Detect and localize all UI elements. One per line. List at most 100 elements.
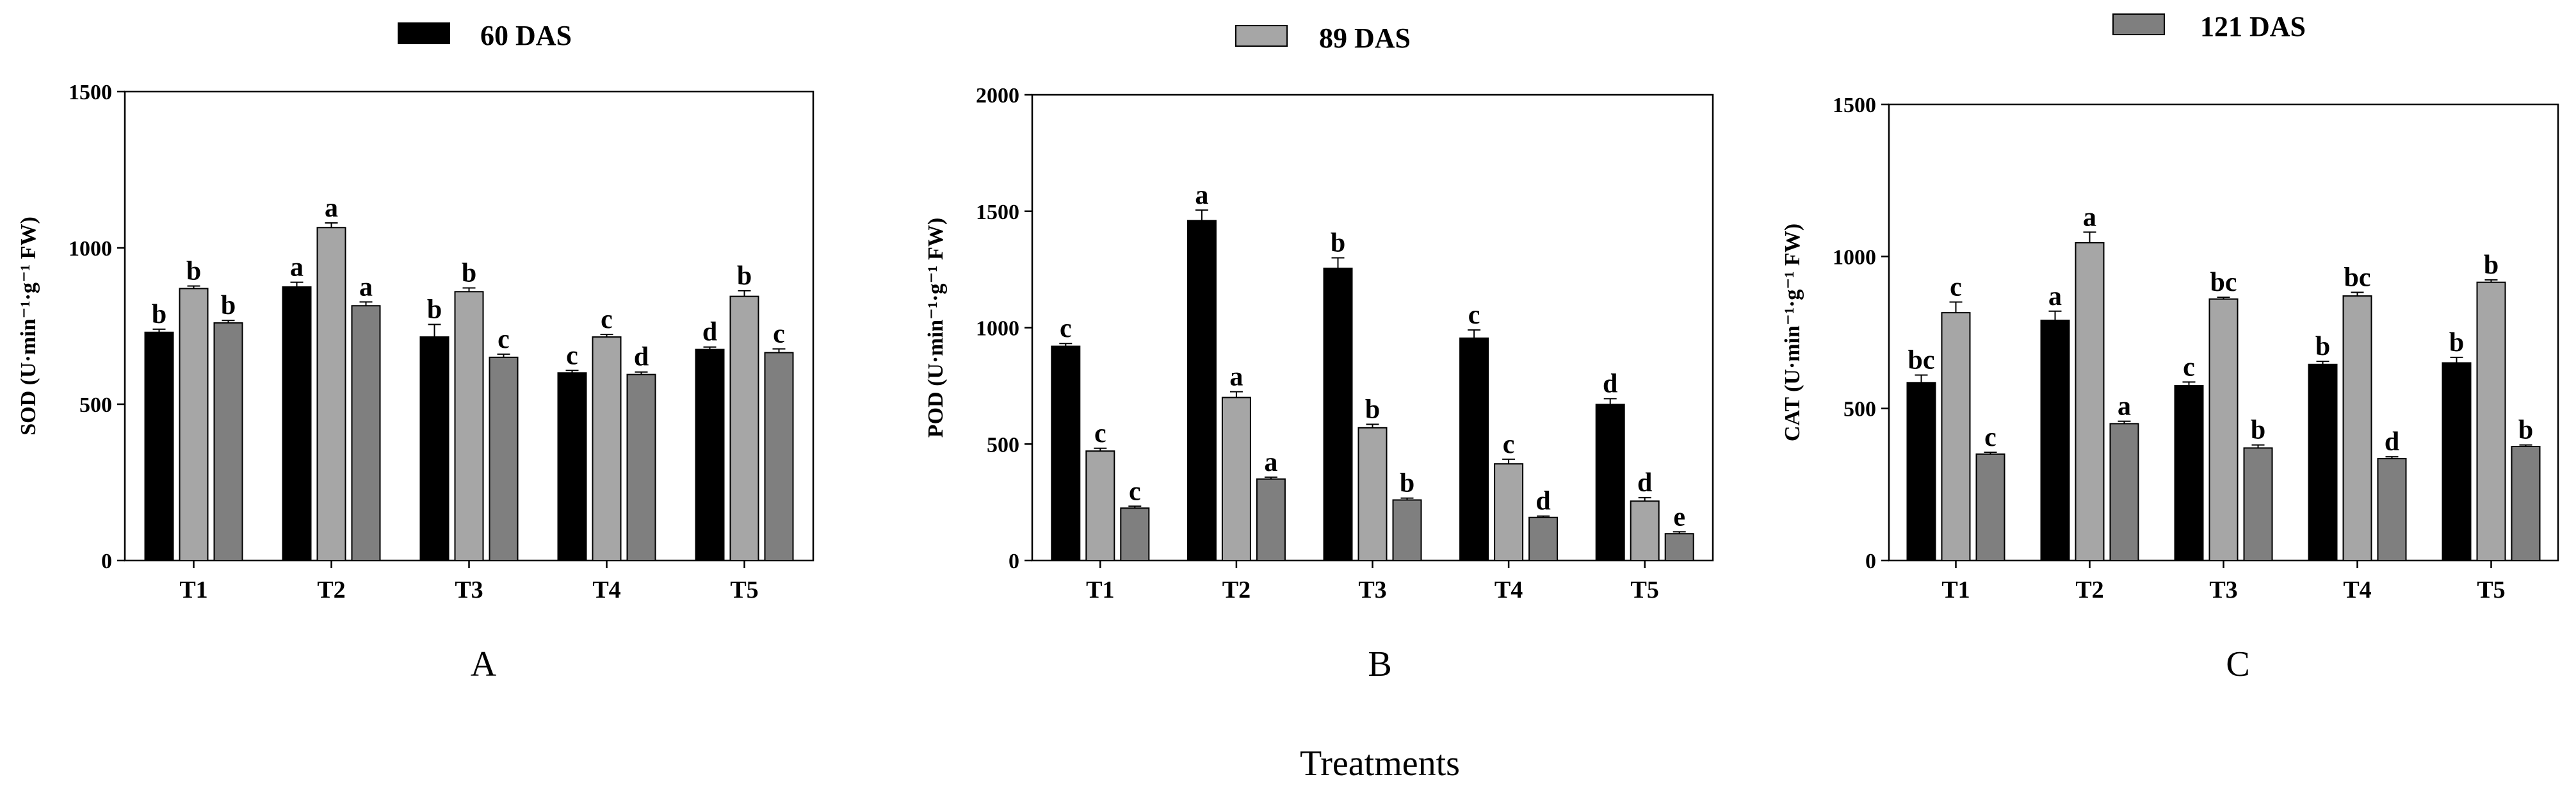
- y-tick-label: 1000: [1833, 245, 1876, 269]
- bar: [1494, 463, 1524, 562]
- x-tick-label: T5: [1631, 577, 1659, 603]
- bar: [1357, 427, 1388, 561]
- bar: [282, 286, 312, 561]
- x-tick-label: T5: [730, 577, 758, 603]
- significance-letter: a: [290, 253, 304, 282]
- significance-letter: a: [359, 272, 373, 302]
- significance-letter: a: [2118, 392, 2131, 421]
- y-tick-label: 500: [79, 393, 112, 417]
- y-axis-title: SOD (U·min⁻¹·g⁻¹ FW): [17, 217, 40, 436]
- significance-letter: b: [2484, 250, 2499, 280]
- bar: [626, 373, 656, 561]
- bar: [1595, 404, 1625, 562]
- bar: [2075, 241, 2105, 561]
- significance-letter: bc: [1908, 345, 1935, 375]
- bar: [2476, 281, 2506, 561]
- bar: [419, 336, 450, 562]
- significance-letter: d: [2385, 427, 2399, 457]
- x-tick-label: T5: [2477, 577, 2505, 603]
- bar: [1664, 533, 1694, 562]
- x-tick-label: T1: [179, 577, 207, 603]
- bar: [1256, 478, 1286, 562]
- significance-letter: c: [1094, 419, 1106, 448]
- significance-letter: c: [601, 305, 613, 334]
- bar: [1221, 397, 1251, 561]
- bar: [1085, 450, 1115, 562]
- significance-letter: a: [1264, 448, 1277, 477]
- significance-letter: c: [1129, 477, 1141, 506]
- bar: [2442, 362, 2472, 561]
- bar: [2377, 457, 2407, 562]
- y-tick-label: 2000: [976, 84, 1019, 108]
- bar: [1459, 337, 1489, 561]
- x-tick-label: T4: [2343, 577, 2371, 603]
- significance-letter: b: [737, 261, 752, 291]
- x-tick-label: T2: [317, 577, 345, 603]
- bar: [1323, 267, 1353, 561]
- significance-letter: c: [1060, 314, 1072, 343]
- panel-label-c: C: [2226, 644, 2249, 684]
- significance-letter: b: [2518, 416, 2533, 445]
- bar: [764, 352, 794, 561]
- panel-label-a: A: [471, 644, 497, 684]
- significance-letter: d: [702, 318, 717, 347]
- x-tick-label: T1: [1941, 577, 1970, 603]
- bar: [1120, 507, 1150, 562]
- significance-letter: b: [1400, 469, 1414, 498]
- significance-letter: c: [1503, 430, 1515, 459]
- y-tick-label: 1500: [69, 81, 112, 104]
- significance-letter: c: [566, 341, 578, 370]
- bar: [351, 305, 381, 561]
- legend-swatch-60-das: [398, 22, 450, 44]
- bar: [2308, 363, 2338, 562]
- bar: [2208, 298, 2239, 561]
- bar: [1528, 516, 1559, 561]
- legend-swatch-121-das: [2112, 13, 2165, 35]
- x-tick-label: T2: [2075, 577, 2103, 603]
- bar: [2109, 423, 2139, 562]
- significance-letter: e: [1673, 502, 1685, 532]
- significance-letter: bc: [2210, 268, 2237, 297]
- significance-letter: c: [1950, 273, 1962, 302]
- significance-letter: b: [221, 291, 236, 320]
- y-axis-title: POD (U·min⁻¹·g⁻¹ FW): [924, 218, 948, 438]
- significance-letter: d: [1637, 468, 1652, 498]
- bar: [1051, 345, 1081, 562]
- bar: [1975, 453, 2005, 561]
- x-tick-label: T2: [1222, 577, 1251, 603]
- y-tick-label: 0: [1009, 550, 1019, 573]
- significance-letter: a: [1195, 181, 1208, 210]
- y-tick-label: 0: [101, 550, 112, 573]
- bar: [1630, 500, 1660, 561]
- significance-letter: b: [2251, 416, 2265, 445]
- bar: [557, 372, 587, 561]
- significance-letter: b: [2449, 328, 2464, 357]
- legend-label-89-das: 89 DAS: [1319, 22, 1411, 54]
- legend-swatch-89-das: [1235, 25, 1288, 47]
- legend-label-60-das: 60 DAS: [480, 20, 572, 51]
- x-tick-label: T3: [2209, 577, 2237, 603]
- y-tick-label: 1500: [976, 201, 1019, 224]
- y-tick-label: 0: [1865, 550, 1876, 573]
- significance-letter: c: [498, 325, 510, 354]
- x-tick-label: T4: [592, 577, 620, 603]
- significance-letter: b: [462, 258, 476, 288]
- y-tick-label: 500: [987, 433, 1019, 457]
- significance-letter: a: [325, 193, 338, 223]
- bar: [1187, 220, 1217, 562]
- panel-label-b: B: [1368, 644, 1391, 684]
- y-axis-title: CAT (U·min⁻¹·g⁻¹ FW): [1781, 224, 1804, 441]
- y-tick-label: 1000: [976, 317, 1019, 341]
- bar: [2342, 295, 2372, 561]
- y-tick-label: 1500: [1833, 94, 1876, 117]
- bar: [1392, 499, 1422, 561]
- y-tick-label: 500: [1843, 398, 1876, 421]
- bar: [2243, 447, 2273, 562]
- bar: [316, 227, 346, 561]
- significance-letter: b: [186, 257, 201, 286]
- bar: [2511, 446, 2541, 561]
- bar: [592, 336, 622, 562]
